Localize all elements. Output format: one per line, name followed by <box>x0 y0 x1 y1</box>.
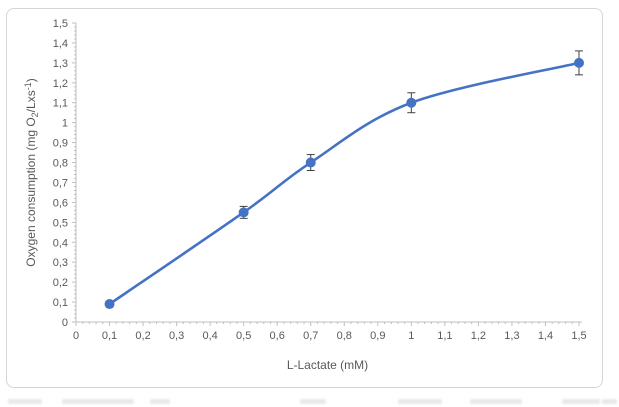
x-tick-label: 0,6 <box>270 330 285 342</box>
x-tick-label: 0 <box>73 330 79 342</box>
x-tick-label: 0,2 <box>135 330 150 342</box>
x-tick-label: 0,9 <box>370 330 385 342</box>
x-tick-label: 0,3 <box>169 330 184 342</box>
x-tick-label: 1,3 <box>504 330 519 342</box>
y-tick-label: 0,7 <box>53 177 68 189</box>
x-axis-title: L-Lactate (mM) <box>287 358 368 372</box>
y-axis-title: Oxygen consumption (mg O2/Lxs-1) <box>23 78 40 266</box>
y-tick-label: 0,2 <box>53 277 68 289</box>
x-tick-label: 1 <box>408 330 414 342</box>
x-tick-label: 1,4 <box>538 330 553 342</box>
y-tick-label: 0,5 <box>53 217 68 229</box>
x-tick-label: 1,1 <box>437 330 452 342</box>
y-tick-label: 1,1 <box>53 98 68 110</box>
data-point-marker <box>305 157 316 168</box>
x-tick-label: 0,5 <box>236 330 251 342</box>
x-tick-label: 0,8 <box>337 330 352 342</box>
cropped-text-remnant <box>0 396 619 407</box>
y-tick-label: 1,4 <box>53 38 68 50</box>
x-tick-label: 1,2 <box>471 330 486 342</box>
data-series-line <box>108 61 581 306</box>
x-tick-label: 1,5 <box>571 330 586 342</box>
y-tick-label: 0,9 <box>53 138 68 150</box>
y-tick-label: 0,8 <box>53 158 68 170</box>
y-tick-label: 1,2 <box>53 78 68 90</box>
y-tick-label: 0 <box>62 317 68 329</box>
y-tick-label: 0,6 <box>53 197 68 209</box>
y-tick-label: 1,3 <box>53 58 68 70</box>
y-tick-label: 0,3 <box>53 257 68 269</box>
y-tick-label: 1 <box>62 118 68 130</box>
data-point-marker <box>238 207 249 218</box>
data-point-marker <box>574 57 584 68</box>
x-tick-label: 0,1 <box>102 330 117 342</box>
data-point-marker <box>104 299 115 310</box>
y-tick-label: 1,5 <box>53 18 68 30</box>
chart-canvas: 0 0,1 0,2 0,3 0,4 0,5 0,6 0,7 0,8 0,9 1 1,1 1,2 1,3 1,… <box>23 18 587 372</box>
chart-frame[interactable]: 0 0,1 0,2 0,3 0,4 0,5 0,6 0,7 0,8 0,9 1 1,1 1,2 1,3 1,… <box>6 8 603 388</box>
x-tick-label: 0,7 <box>303 330 318 342</box>
y-tick-label: 0,1 <box>53 297 68 309</box>
y-tick-label: 0,4 <box>53 237 68 249</box>
x-tick-label: 0,4 <box>202 330 217 342</box>
data-point-marker <box>406 97 417 108</box>
